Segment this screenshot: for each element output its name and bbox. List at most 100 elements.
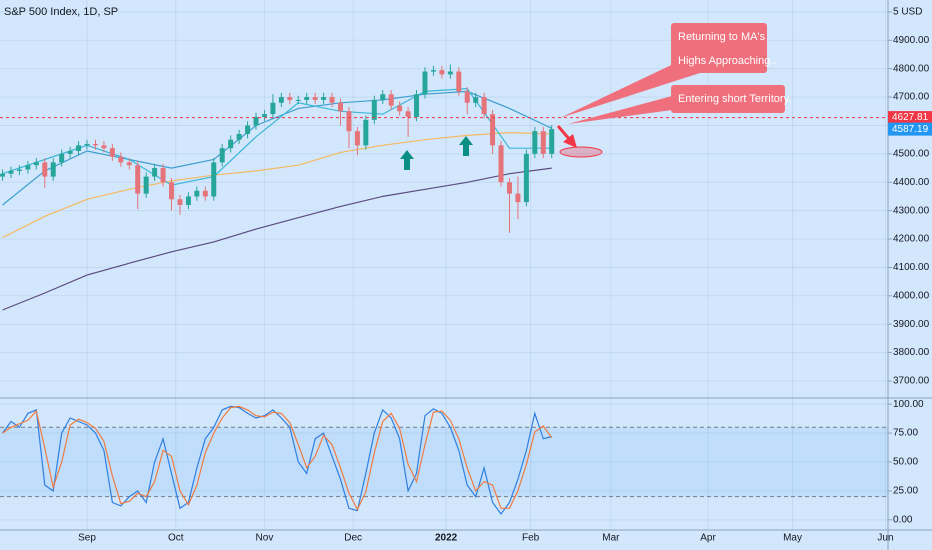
candle-body (33, 162, 39, 166)
candle-body (312, 97, 318, 100)
candle-body (25, 165, 31, 170)
annotation: Entering short Territory. (678, 93, 791, 105)
candle-body (228, 139, 234, 149)
candle-body (380, 94, 386, 100)
candle-body (439, 70, 445, 75)
y-tick-label: 4200.00 (893, 234, 930, 245)
candle-body (185, 196, 191, 205)
candle-body (109, 148, 115, 157)
candle-body (388, 94, 394, 106)
target-ellipse (559, 146, 603, 158)
candle-body (456, 71, 462, 92)
candle-body (287, 97, 293, 100)
x-tick-label: Jun (877, 533, 893, 544)
y-tick-label: 5 USD (893, 7, 922, 18)
candle-body (498, 145, 504, 183)
candle-body (405, 111, 411, 117)
candle-body (92, 143, 98, 146)
y-tick-label: 4300.00 (893, 205, 930, 216)
annotation: Returning to MA's (678, 31, 766, 43)
candle-body (430, 70, 436, 72)
x-tick-label: 2022 (435, 533, 458, 544)
y-tick-label: 4000.00 (893, 290, 930, 301)
candle-body (0, 173, 6, 177)
candle-body (447, 71, 453, 75)
candle-body (321, 97, 327, 100)
band-fill (0, 427, 888, 497)
candle-body (414, 94, 420, 117)
x-tick-label: Apr (700, 533, 716, 544)
price-label: 4627.81 (892, 112, 929, 123)
candle-body (177, 199, 183, 205)
y-tick-label: 4500.00 (893, 149, 930, 160)
candle-body (50, 162, 56, 177)
candle-body (371, 99, 377, 120)
candle-body (354, 131, 360, 146)
candle-body (16, 169, 22, 171)
y-tick-label: 3900.00 (893, 319, 930, 330)
candle-body (523, 153, 529, 203)
candle-body (245, 125, 251, 134)
candle-body (169, 182, 175, 200)
up-arrow (400, 150, 414, 170)
candle-body (532, 131, 538, 154)
price-label: 4587.19 (892, 124, 929, 135)
oscillator-line (2, 405, 553, 511)
candle-body (236, 133, 242, 140)
candle-body (473, 97, 479, 103)
candle-body (295, 99, 301, 101)
candle-body (278, 97, 284, 103)
x-tick-label: Mar (602, 533, 620, 544)
candle-body (540, 131, 546, 154)
candle-body (363, 119, 369, 146)
candle-body (126, 162, 132, 166)
candle-body (397, 105, 403, 112)
x-tick-label: Oct (168, 533, 184, 544)
x-tick-label: Feb (522, 533, 540, 544)
candle-body (42, 162, 48, 177)
candle-body (464, 91, 470, 103)
candle-body (304, 97, 310, 100)
price-label-box (888, 111, 932, 125)
candle-body (337, 102, 343, 112)
x-tick-label: Nov (256, 533, 274, 544)
candle-body (270, 102, 276, 115)
candle-body (346, 111, 352, 132)
candle-body (152, 168, 158, 177)
candle-body (329, 97, 335, 103)
y-tick-label: 4100.00 (893, 262, 930, 273)
y-tick-label: 4900.00 (893, 35, 930, 46)
y-tick-label: 0.00 (893, 514, 913, 525)
candle-body (135, 165, 141, 194)
candle-body (490, 114, 496, 146)
candle-body (481, 97, 487, 115)
plot-layer (0, 0, 888, 530)
candle-body (143, 176, 149, 194)
y-tick-label: 25.00 (893, 486, 918, 497)
moving-average (2, 131, 552, 239)
callout-pointer (568, 96, 672, 124)
candle-body (549, 129, 555, 154)
y-tick-label: 75.00 (893, 428, 918, 439)
candle-body (101, 145, 107, 149)
y-tick-label: 4800.00 (893, 63, 930, 74)
y-tick-label: 3800.00 (893, 347, 930, 358)
candle-body (76, 145, 82, 152)
candle-body (219, 148, 225, 163)
candle-body (506, 182, 512, 194)
candle-body (422, 71, 428, 95)
candle-body (261, 114, 267, 117)
oscillator-line (2, 405, 552, 516)
candle-body (194, 190, 200, 197)
x-tick-label: Sep (78, 533, 96, 544)
y-tick-label: 3700.00 (893, 376, 930, 387)
candle-body (202, 190, 208, 197)
candle-body (67, 151, 73, 154)
y-tick-label: 50.00 (893, 457, 918, 468)
candle-body (160, 168, 166, 183)
x-tick-label: Dec (344, 533, 362, 544)
candle-body (84, 143, 90, 146)
moving-average (2, 167, 552, 311)
